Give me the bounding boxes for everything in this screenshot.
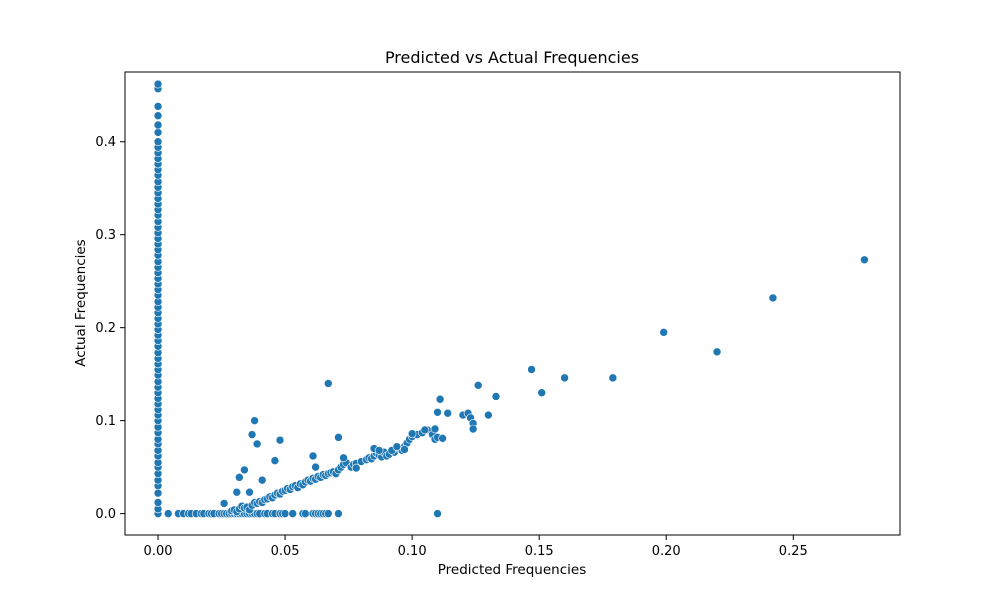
data-point xyxy=(308,451,318,461)
data-point xyxy=(270,456,280,465)
data-point xyxy=(560,373,569,383)
x-tick-label: 0.00 xyxy=(144,544,173,559)
data-point xyxy=(153,102,163,111)
data-point xyxy=(712,347,722,357)
data-point xyxy=(443,408,453,418)
y-axis: 0.0 0.1 0.2 0.3 0.4 xyxy=(95,135,125,522)
data-point xyxy=(407,429,417,438)
x-axis-label: Predicted Frequencies xyxy=(438,562,587,578)
data-point xyxy=(301,509,310,518)
data-point xyxy=(339,453,348,463)
data-point xyxy=(240,465,249,475)
data-point xyxy=(430,424,440,434)
data-point xyxy=(374,446,384,455)
data-point xyxy=(527,365,536,374)
data-point xyxy=(252,439,262,449)
y-tick-label: 0.4 xyxy=(95,135,116,150)
data-point xyxy=(323,379,333,388)
x-tick-label: 0.20 xyxy=(652,544,681,559)
data-point xyxy=(275,435,285,445)
data-point xyxy=(420,425,430,435)
y-tick-label: 0.0 xyxy=(95,507,116,522)
data-point xyxy=(163,509,173,518)
x-tick-label: 0.10 xyxy=(398,544,427,559)
data-point xyxy=(659,328,668,337)
data-point xyxy=(219,499,229,508)
x-tick-label: 0.05 xyxy=(271,544,300,559)
data-point xyxy=(153,79,163,89)
data-point xyxy=(768,293,778,303)
data-point xyxy=(153,128,163,137)
x-tick-label: 0.15 xyxy=(525,544,554,559)
data-point xyxy=(392,442,402,451)
data-point xyxy=(537,388,547,398)
data-point xyxy=(153,120,163,130)
data-point xyxy=(334,433,343,442)
data-point xyxy=(257,475,267,485)
data-point xyxy=(608,373,618,383)
data-point xyxy=(245,487,254,497)
data-point xyxy=(288,509,298,518)
data-point xyxy=(311,462,320,472)
data-point xyxy=(247,430,257,439)
data-points xyxy=(153,79,869,518)
y-tick-label: 0.3 xyxy=(95,228,116,243)
data-point xyxy=(250,416,259,425)
data-point xyxy=(433,407,442,417)
y-tick-label: 0.2 xyxy=(95,321,116,336)
data-point xyxy=(435,394,445,404)
data-point xyxy=(860,255,869,265)
data-point xyxy=(351,463,361,473)
data-point xyxy=(334,509,343,518)
data-point xyxy=(280,509,290,518)
x-axis: 0.00 0.05 0.10 0.15 0.20 0.25 xyxy=(144,535,808,559)
data-point xyxy=(153,137,163,147)
data-point xyxy=(484,410,493,420)
data-point xyxy=(235,473,244,482)
plot-frame xyxy=(124,71,901,536)
x-tick-label: 0.25 xyxy=(779,544,808,559)
data-point xyxy=(473,381,483,390)
data-point xyxy=(433,509,442,518)
data-point xyxy=(153,111,163,120)
data-point xyxy=(438,434,447,443)
data-point xyxy=(153,498,163,507)
chart-title: Predicted vs Actual Frequencies xyxy=(385,48,639,67)
data-point xyxy=(153,488,163,498)
y-axis-label: Actual Frequencies xyxy=(73,239,89,366)
data-point xyxy=(232,487,242,497)
data-point xyxy=(323,509,333,518)
data-point xyxy=(468,424,478,434)
y-tick-label: 0.1 xyxy=(95,414,116,429)
data-point xyxy=(400,445,409,454)
data-point xyxy=(491,392,501,401)
